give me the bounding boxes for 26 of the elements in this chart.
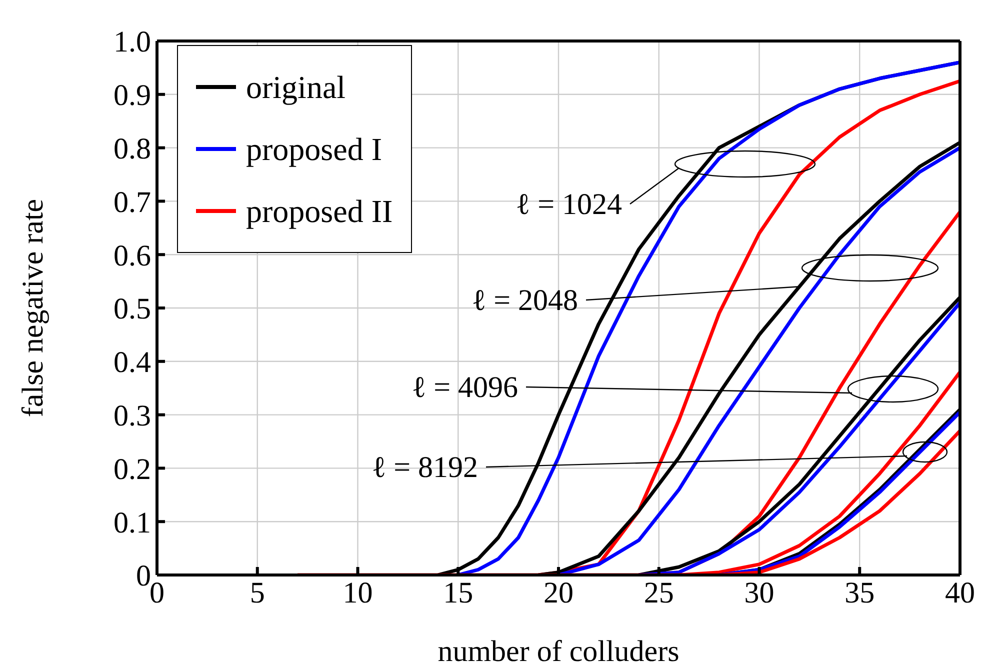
y-tick-label: 0.4 xyxy=(114,346,151,380)
legend-label: proposed I xyxy=(246,130,382,168)
legend-label: proposed II xyxy=(246,192,393,230)
x-tick-label: 5 xyxy=(250,576,265,610)
y-tick-label: 0.8 xyxy=(114,132,151,166)
y-tick-label: 0.6 xyxy=(114,239,151,272)
y-tick-label: 0.5 xyxy=(114,292,151,326)
y-tick-label: 0.1 xyxy=(114,506,151,540)
y-tick-label: 1.0 xyxy=(114,26,151,59)
x-axis-title: number of colluders xyxy=(438,635,680,668)
x-tick-label: 15 xyxy=(443,576,474,610)
y-tick-label: 0.2 xyxy=(114,452,151,486)
annotation: ℓ = 2048 xyxy=(472,284,578,317)
x-tick-label: 40 xyxy=(945,576,975,610)
x-tick-label: 30 xyxy=(744,576,774,610)
x-tick-label: 20 xyxy=(544,576,574,610)
x-tick-label: 25 xyxy=(644,576,674,610)
legend-label: original xyxy=(246,68,346,106)
y-tick-label: 0.3 xyxy=(114,399,151,432)
x-tick-label: 10 xyxy=(342,576,373,610)
y-axis-title: false negative rate xyxy=(16,198,50,418)
annotation: ℓ = 1024 xyxy=(516,188,622,221)
annotation: ℓ = 4096 xyxy=(412,371,518,404)
x-tick-label: 35 xyxy=(844,576,875,610)
y-tick-label: 0.7 xyxy=(114,186,151,219)
y-tick-label: 0.9 xyxy=(114,79,151,112)
